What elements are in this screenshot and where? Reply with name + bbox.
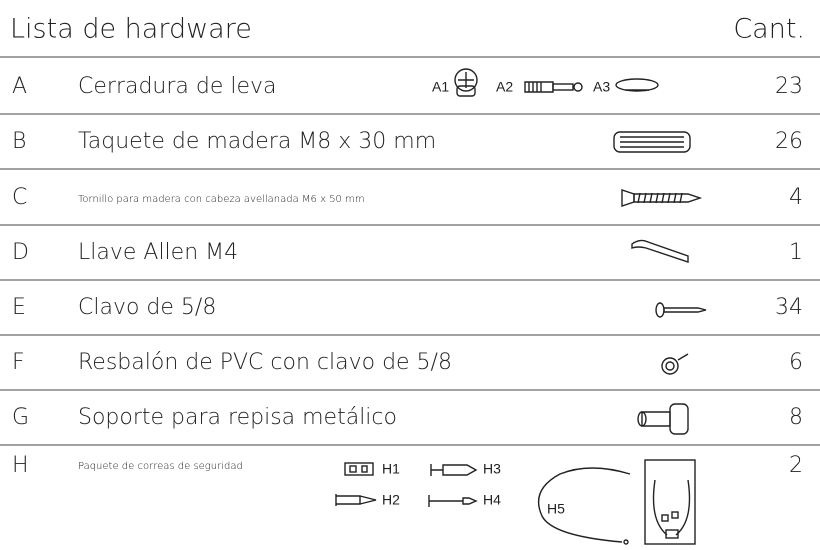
icon-bag (644, 459, 696, 545)
quantity-header: Cant. (733, 14, 805, 45)
quantity: 34 (775, 295, 803, 320)
icon-strap (537, 467, 631, 545)
part-label: H3 (483, 461, 501, 477)
row-letter: E (12, 295, 26, 320)
row-letter: B (12, 129, 26, 154)
part-label: H4 (483, 492, 501, 508)
row-description: Clavo de 5/8 (78, 295, 216, 320)
icon-long-screw (428, 495, 478, 507)
row-description: Llave Allen M4 (78, 240, 238, 265)
quantity: 26 (775, 129, 803, 154)
row-letter: H (12, 453, 29, 478)
part-label: A2 (496, 79, 513, 95)
quantity: 6 (789, 350, 803, 375)
separators (0, 56, 820, 446)
row-letter: F (12, 350, 25, 375)
icon-small-screw (335, 494, 377, 506)
title: Lista de hardware (10, 14, 252, 45)
part-label: H1 (382, 461, 400, 477)
icon-bolt (524, 81, 583, 93)
icon-anchor (430, 464, 478, 476)
row-description: Resbalón de PVC con clavo de 5/8 (78, 350, 452, 375)
row-description: Cerradura de leva (78, 74, 277, 99)
part-label: A3 (593, 79, 610, 95)
row-letter: A (12, 74, 27, 99)
icon-shelf-pin (637, 403, 689, 435)
icon-allen-key (631, 239, 689, 263)
quantity: 8 (789, 405, 803, 430)
part-label: H2 (382, 492, 400, 508)
part-label: A1 (432, 79, 449, 95)
icon-screw (621, 189, 703, 207)
icon-bracket (344, 462, 374, 476)
quantity: 4 (789, 185, 803, 210)
icon-cap (615, 78, 659, 92)
icon-dowel (613, 131, 691, 153)
row-letter: C (12, 185, 27, 210)
icon-cam (454, 68, 478, 97)
row-description: Tornillo para madera con cabeza avellana… (78, 194, 365, 205)
row-description: Taquete de madera M8 x 30 mm (78, 129, 436, 154)
quantity: 1 (789, 240, 803, 265)
row-description: Paquete de correas de seguridad (78, 461, 243, 472)
row-letter: D (12, 240, 29, 265)
icon-nail (655, 302, 707, 318)
icon-glide (661, 353, 689, 375)
row-description: Soporte para repisa metálico (78, 405, 397, 430)
row-letter: G (12, 405, 29, 430)
quantity: 23 (775, 74, 803, 99)
quantity: 2 (789, 453, 803, 478)
part-label: H5 (547, 501, 565, 517)
